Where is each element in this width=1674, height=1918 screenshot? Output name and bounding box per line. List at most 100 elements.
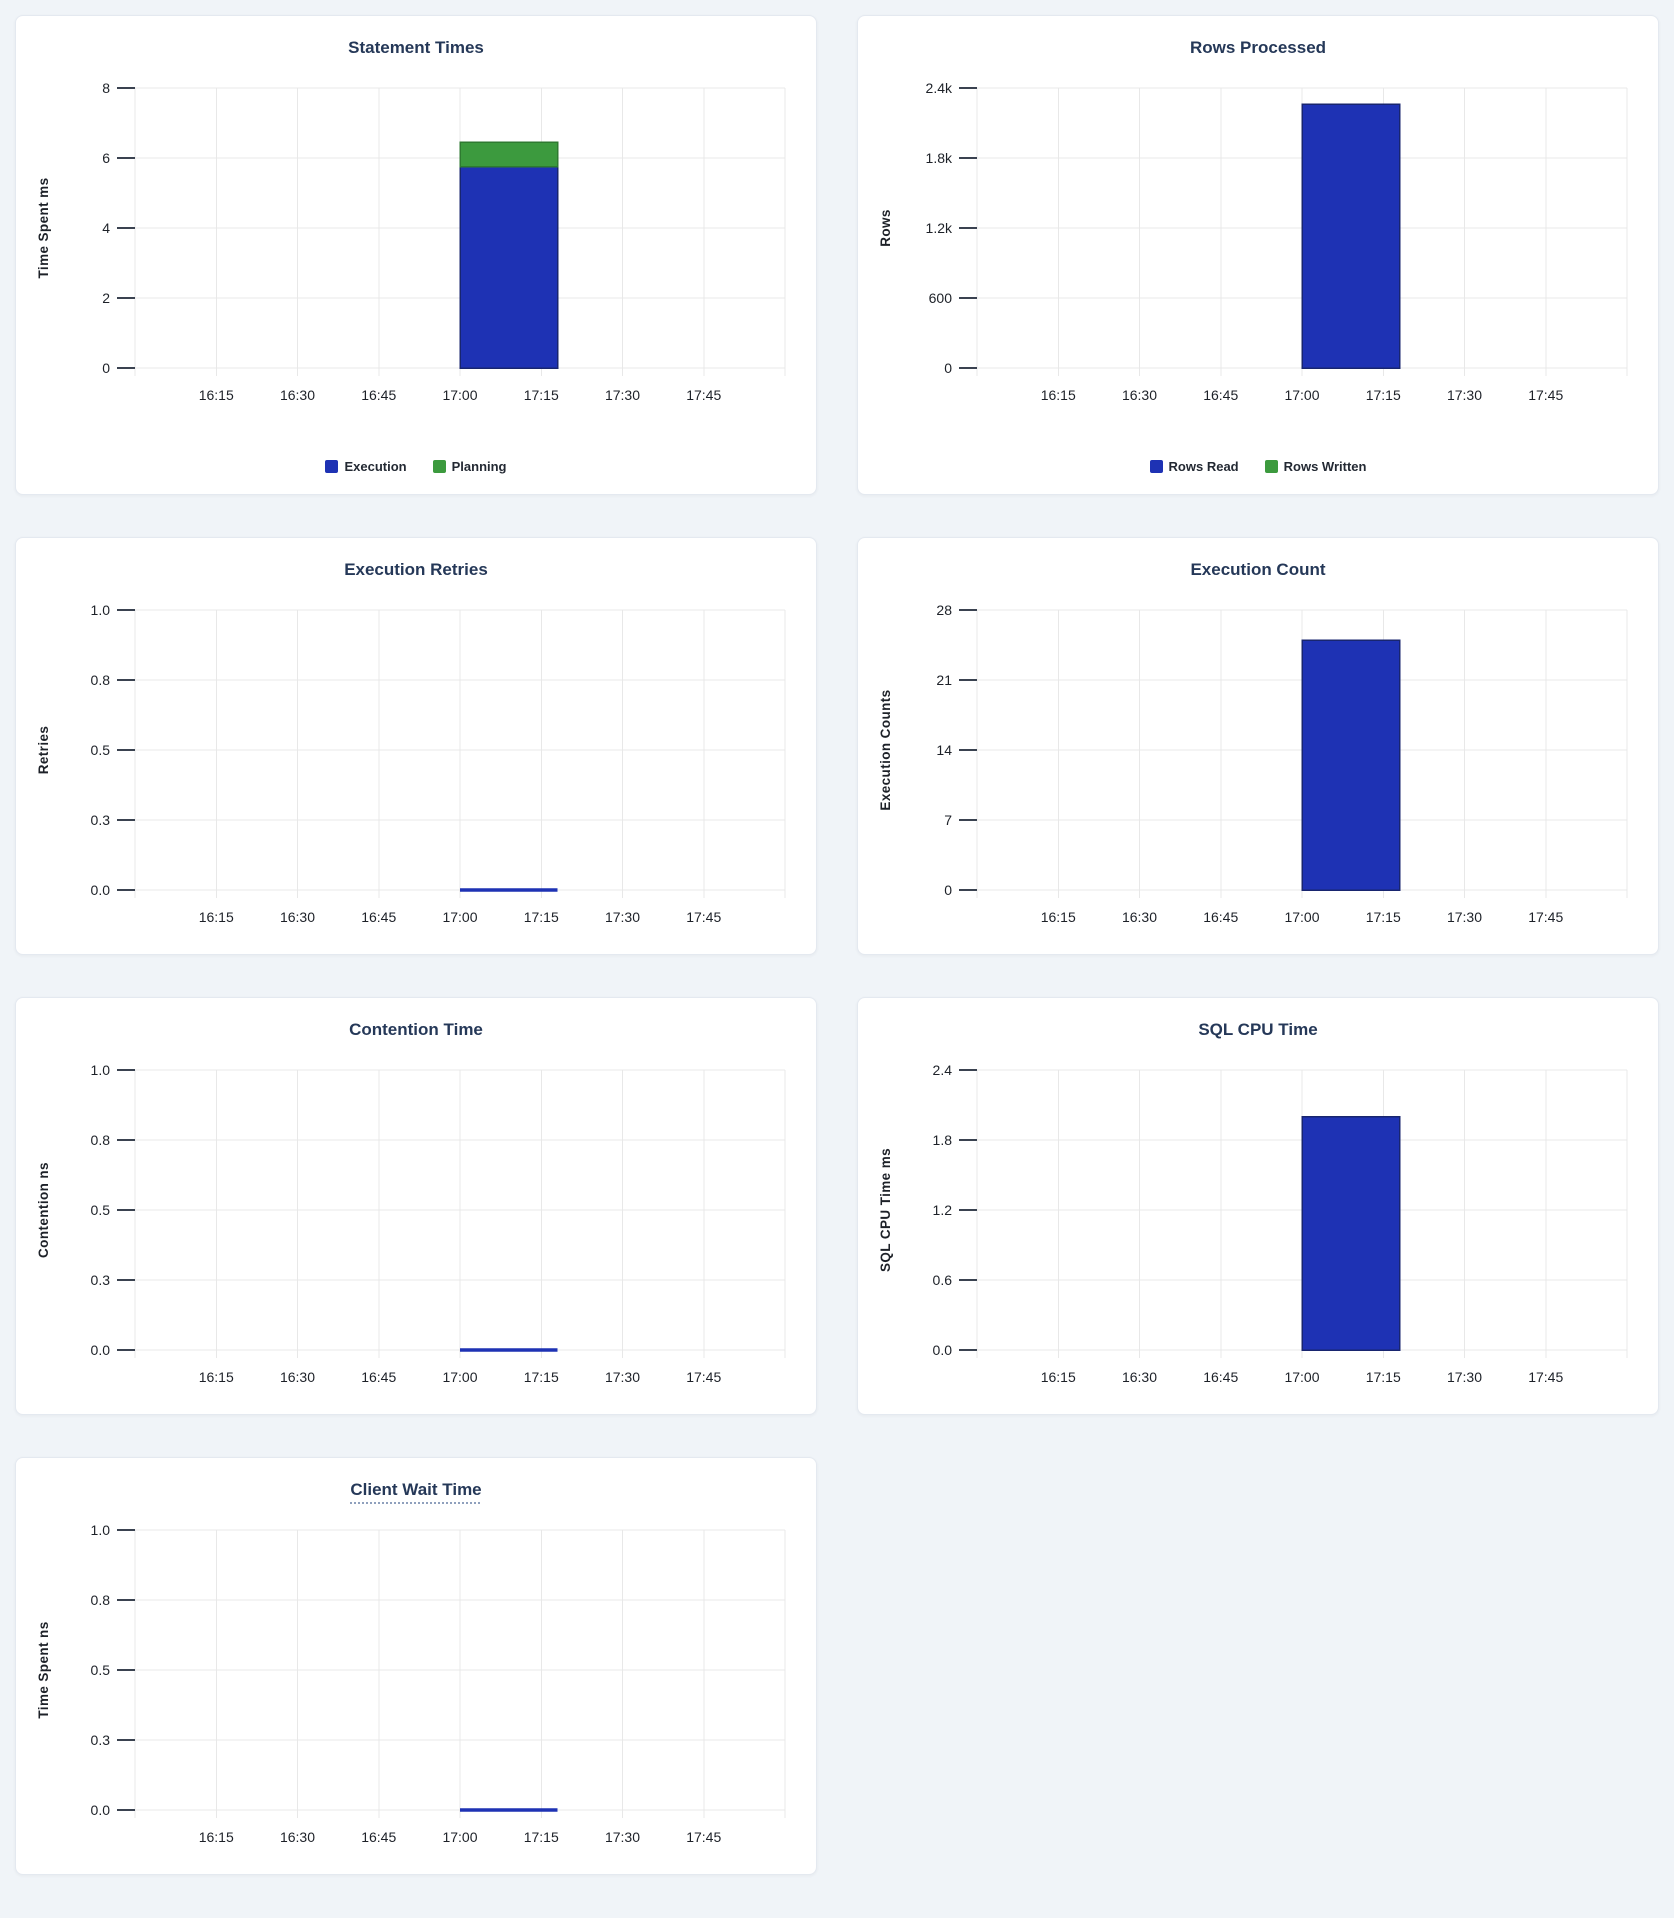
- y-tick-label: 0.5: [91, 1662, 111, 1678]
- y-tick-label: 0.3: [91, 1732, 111, 1748]
- chart-card-client-wait-time: Client Wait Time 0.0 0.3 0.5 0.8 1.0 16:15 16:…: [15, 1457, 817, 1875]
- x-tick-label: 17:00: [442, 1369, 477, 1385]
- legend-item-planning: Planning: [432, 458, 507, 474]
- chart-title-text: Rows Processed: [1189, 38, 1327, 57]
- y-tick-label: 2: [102, 290, 110, 306]
- x-tick-label: 17:45: [1528, 1369, 1563, 1385]
- x-tick-label: 16:15: [199, 909, 234, 925]
- chart-title: SQL CPU Time: [873, 1020, 1643, 1040]
- x-tick-label: 17:00: [1284, 1369, 1319, 1385]
- bar-segment-planning[interactable]: [459, 141, 559, 168]
- chart-canvas[interactable]: 0.0 0.3 0.5 0.8 1.0 16:15 16:30 16:45 17:00 17:15…: [31, 590, 801, 934]
- chart-title-text: Statement Times: [348, 38, 484, 57]
- x-tick-label: 16:45: [1203, 387, 1238, 403]
- x-tick-label: 16:45: [361, 387, 396, 403]
- legend-swatch: [325, 459, 339, 473]
- x-tick-label: 17:45: [686, 909, 721, 925]
- bar-segment-sql-cpu-time[interactable]: [1301, 1115, 1401, 1351]
- y-tick-label: 0.8: [91, 1592, 111, 1608]
- legend-label: Rows Written: [1283, 458, 1367, 474]
- chart-card-statement-times: Statement Times 0 2 4 6 8 16:15 16:30 16:45 17:0…: [15, 15, 817, 495]
- y-axis-label: Execution Counts: [878, 689, 893, 810]
- y-tick-label: 1.0: [91, 1062, 111, 1078]
- y-tick-label: 0.0: [91, 1802, 111, 1818]
- legend-item-execution: Execution: [325, 458, 407, 474]
- legend-swatch: [1149, 459, 1163, 473]
- y-tick-label: 2.4k: [926, 80, 953, 96]
- x-tick-label: 17:00: [1284, 909, 1319, 925]
- legend-swatch: [432, 459, 446, 473]
- x-tick-label: 17:15: [1366, 1369, 1401, 1385]
- chart-canvas[interactable]: 0.0 0.3 0.5 0.8 1.0 16:15 16:30 16:45 17:00 17:15…: [31, 1050, 801, 1394]
- x-tick-label: 17:30: [605, 387, 640, 403]
- chart-canvas[interactable]: 0.0 0.6 1.2 1.8 2.4 16:15 16:30 16:45 17:00 17:15…: [873, 1050, 1643, 1394]
- x-tick-label: 17:45: [686, 1369, 721, 1385]
- y-tick-label: 14: [936, 742, 952, 758]
- x-tick-label: 17:45: [686, 387, 721, 403]
- y-axis-label: Rows: [878, 209, 893, 247]
- x-tick-label: 16:15: [1041, 387, 1076, 403]
- chart-canvas[interactable]: 0 7 14 21 28 16:15 16:30 16:45 17:00 17:15 17:30 17…: [873, 590, 1643, 934]
- x-tick-label: 16:15: [1041, 909, 1076, 925]
- y-tick-label: 2.4: [933, 1062, 953, 1078]
- chart-canvas[interactable]: 0 2 4 6 8 16:15 16:30 16:45 17:00 17:15 17:30 17:45…: [31, 68, 801, 412]
- x-tick-label: 17:15: [1366, 387, 1401, 403]
- y-tick-label: 0.5: [91, 1202, 111, 1218]
- x-tick-label: 17:30: [1447, 909, 1482, 925]
- x-tick-label: 16:45: [361, 1369, 396, 1385]
- y-axis-label: Time Spent ms: [36, 178, 51, 279]
- x-tick-label: 17:00: [442, 909, 477, 925]
- x-tick-label: 17:30: [605, 1829, 640, 1845]
- chart-title-tooltip-trigger[interactable]: Client Wait Time: [350, 1480, 482, 1499]
- chart-title: Client Wait Time: [31, 1480, 801, 1500]
- chart-canvas[interactable]: 0 600 1.2k 1.8k 2.4k 16:15 16:30 16:45 17:00 17:1…: [873, 68, 1643, 412]
- y-axis-label: SQL CPU Time ms: [878, 1148, 893, 1272]
- legend-item-rows-read: Rows Read: [1149, 458, 1239, 474]
- x-tick-label: 16:15: [1041, 1369, 1076, 1385]
- x-tick-label: 16:30: [280, 1829, 315, 1845]
- chart-title: Rows Processed: [873, 38, 1643, 58]
- chart-title: Statement Times: [31, 38, 801, 58]
- x-tick-label: 16:15: [199, 1829, 234, 1845]
- chart-card-sql-cpu-time: SQL CPU Time 0.0 0.6 1.2 1.8 2.4 16:15 16:30 16…: [857, 997, 1659, 1415]
- y-tick-label: 0: [944, 882, 952, 898]
- legend-label: Rows Read: [1168, 458, 1239, 474]
- x-tick-label: 16:15: [199, 1369, 234, 1385]
- chart-title-text: SQL CPU Time: [1198, 1020, 1318, 1039]
- y-axis-label: Contention ns: [36, 1162, 51, 1258]
- x-tick-label: 16:15: [199, 387, 234, 403]
- y-tick-label: 0.0: [91, 882, 111, 898]
- y-tick-label: 600: [929, 290, 953, 306]
- y-tick-label: 1.8k: [926, 150, 953, 166]
- x-tick-label: 16:30: [280, 387, 315, 403]
- x-tick-label: 16:30: [280, 1369, 315, 1385]
- chart-card-execution-retries: Execution Retries 0.0 0.3 0.5 0.8 1.0 16:15 16…: [15, 537, 817, 955]
- chart-legend: Rows Read Rows Written: [873, 458, 1643, 474]
- x-tick-label: 16:30: [1122, 387, 1157, 403]
- y-tick-label: 1.8: [933, 1132, 953, 1148]
- x-tick-label: 17:15: [524, 387, 559, 403]
- chart-canvas[interactable]: 0.0 0.3 0.5 0.8 1.0 16:15 16:30 16:45 17:00 17:15…: [31, 1510, 801, 1854]
- bar-segment-execution[interactable]: [459, 166, 559, 369]
- y-tick-label: 8: [102, 80, 110, 96]
- x-tick-label: 17:45: [1528, 909, 1563, 925]
- chart-title-text: Execution Count: [1190, 560, 1326, 579]
- y-tick-label: 0.3: [91, 1272, 111, 1288]
- chart-card-rows-processed: Rows Processed 0 600 1.2k 1.8k 2.4k 16:15 16:3…: [857, 15, 1659, 495]
- y-axis-label: Time Spent ns: [36, 1621, 51, 1718]
- bar-segment-rows-read[interactable]: [1301, 103, 1401, 369]
- y-axis-label: Retries: [36, 726, 51, 775]
- x-tick-label: 17:45: [1528, 387, 1563, 403]
- x-tick-label: 17:00: [1284, 387, 1319, 403]
- bar-segment-execution-count[interactable]: [1301, 639, 1401, 891]
- x-tick-label: 17:30: [605, 909, 640, 925]
- x-tick-label: 17:15: [524, 1369, 559, 1385]
- x-tick-label: 17:15: [524, 1829, 559, 1845]
- y-tick-label: 1.2: [933, 1202, 953, 1218]
- legend-label: Execution: [344, 458, 407, 474]
- y-tick-label: 28: [936, 602, 952, 618]
- y-tick-label: 0: [102, 360, 110, 376]
- x-tick-label: 17:15: [1366, 909, 1401, 925]
- legend-label: Planning: [451, 458, 507, 474]
